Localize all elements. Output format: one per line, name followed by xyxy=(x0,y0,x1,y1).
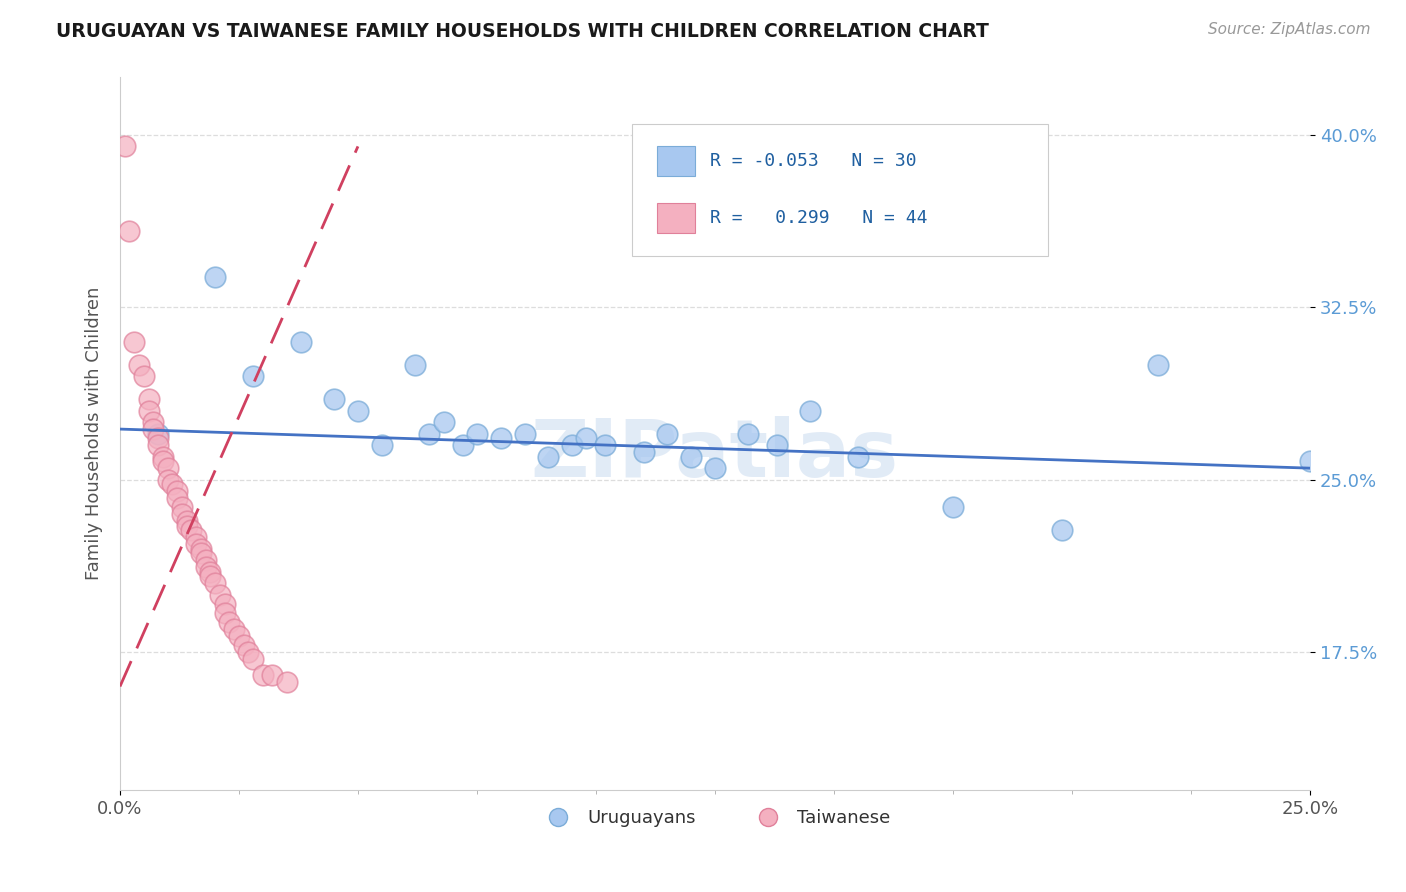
Text: Source: ZipAtlas.com: Source: ZipAtlas.com xyxy=(1208,22,1371,37)
Point xyxy=(465,426,488,441)
Point xyxy=(190,541,212,556)
Point xyxy=(200,569,222,583)
Point xyxy=(681,450,703,464)
Point xyxy=(138,392,160,407)
Point xyxy=(114,139,136,153)
Point xyxy=(1299,454,1322,468)
Point xyxy=(252,668,274,682)
Point xyxy=(170,507,193,521)
Text: URUGUAYAN VS TAIWANESE FAMILY HOUSEHOLDS WITH CHILDREN CORRELATION CHART: URUGUAYAN VS TAIWANESE FAMILY HOUSEHOLDS… xyxy=(56,22,988,41)
Point xyxy=(347,403,370,417)
Point xyxy=(371,438,394,452)
Point xyxy=(194,553,217,567)
Point xyxy=(404,358,426,372)
Point xyxy=(224,622,246,636)
Point xyxy=(214,597,236,611)
Point xyxy=(218,615,240,629)
Point xyxy=(128,358,150,372)
Point xyxy=(1052,523,1074,537)
Point xyxy=(1146,358,1168,372)
Point xyxy=(433,415,456,429)
Point xyxy=(194,560,217,574)
Point xyxy=(238,645,260,659)
Point xyxy=(122,334,145,349)
Text: ZIPatlas: ZIPatlas xyxy=(531,416,898,494)
Point xyxy=(142,422,165,436)
Point xyxy=(132,369,155,384)
Point xyxy=(190,546,212,560)
Point xyxy=(232,638,254,652)
Point xyxy=(208,588,231,602)
Point xyxy=(156,473,179,487)
Point xyxy=(418,426,440,441)
Point xyxy=(146,431,169,445)
Point xyxy=(765,438,787,452)
Point xyxy=(138,403,160,417)
Point xyxy=(118,224,141,238)
Point xyxy=(152,450,174,464)
Text: R = -0.053   N = 30: R = -0.053 N = 30 xyxy=(710,152,917,170)
Point xyxy=(242,652,264,666)
Point xyxy=(176,518,198,533)
Point xyxy=(262,668,284,682)
Point xyxy=(214,606,236,620)
Point xyxy=(942,500,965,515)
Point xyxy=(170,500,193,515)
FancyBboxPatch shape xyxy=(631,124,1047,256)
Point xyxy=(142,415,165,429)
FancyBboxPatch shape xyxy=(657,146,695,176)
Point xyxy=(633,445,655,459)
Point xyxy=(799,403,821,417)
Point xyxy=(737,426,759,441)
Point xyxy=(162,477,184,491)
Point xyxy=(204,270,226,285)
Point xyxy=(595,438,617,452)
Point xyxy=(180,523,202,537)
Point xyxy=(513,426,536,441)
Point xyxy=(152,454,174,468)
Point xyxy=(290,334,312,349)
Point xyxy=(657,426,679,441)
Y-axis label: Family Households with Children: Family Households with Children xyxy=(86,287,103,581)
Point xyxy=(166,491,188,505)
Point xyxy=(184,530,207,544)
Point xyxy=(146,438,169,452)
Point xyxy=(561,438,583,452)
FancyBboxPatch shape xyxy=(657,203,695,234)
Point xyxy=(703,461,725,475)
Legend: Uruguayans, Taiwanese: Uruguayans, Taiwanese xyxy=(533,802,897,834)
Point xyxy=(537,450,560,464)
Point xyxy=(228,629,250,643)
Text: R =   0.299   N = 44: R = 0.299 N = 44 xyxy=(710,210,928,227)
Point xyxy=(146,426,169,441)
Point xyxy=(156,461,179,475)
Point xyxy=(204,576,226,591)
Point xyxy=(184,537,207,551)
Point xyxy=(166,484,188,499)
Point xyxy=(489,431,512,445)
Point xyxy=(323,392,346,407)
Point xyxy=(846,450,869,464)
Point xyxy=(242,369,264,384)
Point xyxy=(451,438,474,452)
Point xyxy=(200,565,222,579)
Point xyxy=(276,674,298,689)
Point xyxy=(575,431,598,445)
Point xyxy=(176,514,198,528)
